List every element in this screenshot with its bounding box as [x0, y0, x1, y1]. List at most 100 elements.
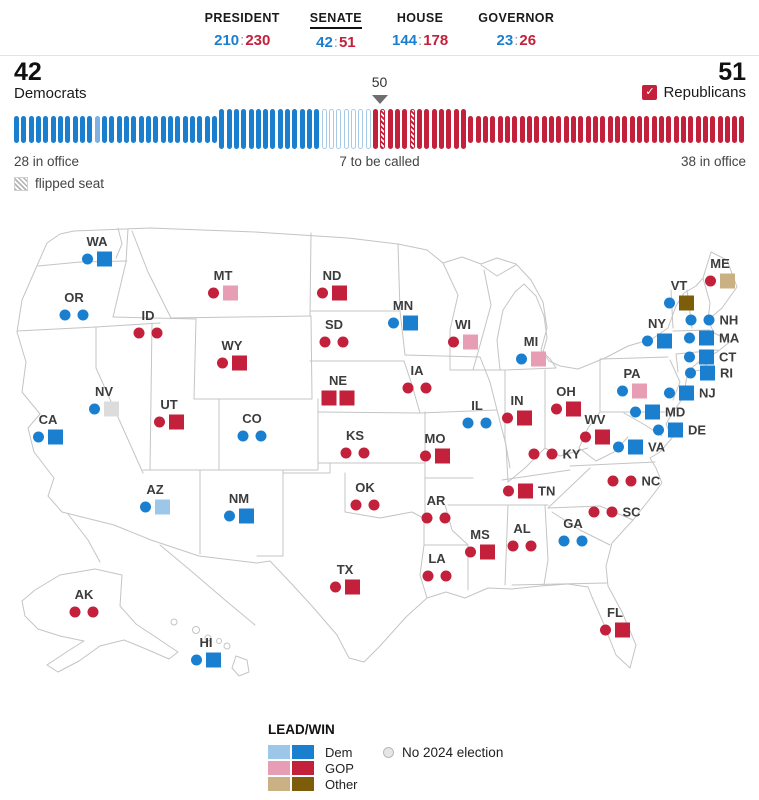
state-label-wi: WI — [455, 317, 471, 332]
state-id-markers[interactable] — [133, 327, 163, 339]
dem-win-square-marker — [668, 422, 683, 438]
gop-score: 230 — [245, 32, 271, 49]
state-il-markers[interactable] — [462, 417, 492, 429]
state-label-de: DE — [688, 422, 707, 438]
state-ok-markers[interactable] — [350, 499, 380, 511]
dem-score: 42 — [316, 34, 333, 51]
seat-pill-dem-won — [299, 109, 305, 149]
seat-pill-gop-in-office — [563, 115, 569, 143]
state-ga-markers[interactable] — [558, 535, 588, 547]
legend-row-label: GOP — [325, 760, 354, 776]
gop-win-square-marker — [566, 401, 581, 417]
dem-win-square-marker — [97, 251, 112, 267]
seat-pill-gop-won — [402, 109, 408, 149]
state-nd-markers[interactable] — [317, 285, 347, 301]
state-ct-markers[interactable] — [684, 349, 714, 365]
seat-pill-gop-in-office — [636, 115, 642, 143]
state-ms-markers[interactable] — [465, 544, 495, 560]
state-ne-markers[interactable] — [321, 390, 355, 406]
gop-in-office-caption: 38 in office — [680, 154, 746, 169]
seat-pill-dem-in-office — [204, 115, 210, 143]
state-ut-markers[interactable] — [154, 414, 184, 430]
state-wi-markers[interactable] — [448, 334, 478, 350]
gop-win-circle-marker — [551, 403, 562, 415]
state-mo-markers[interactable] — [420, 448, 450, 464]
state-label-me: ME — [710, 256, 730, 271]
state-tn-markers[interactable] — [503, 483, 533, 499]
state-mn-markers[interactable] — [388, 315, 418, 331]
state-hi-markers[interactable] — [191, 652, 221, 668]
state-nc-markers[interactable] — [607, 475, 637, 487]
state-label-ms: MS — [470, 527, 490, 542]
legend-row-other: Other — [268, 776, 358, 792]
seat-pill-gop-in-office — [534, 115, 540, 143]
state-vt-markers[interactable] — [664, 295, 694, 311]
nav-tab-president[interactable]: PRESIDENT 210:230 — [205, 9, 280, 49]
state-az-markers[interactable] — [140, 499, 170, 515]
nav-tab-house[interactable]: HOUSE 144:178 — [392, 9, 448, 49]
state-ak-markers[interactable] — [69, 606, 99, 618]
nav-tab-governor[interactable]: GOVERNOR 23:26 — [478, 9, 554, 49]
seat-pill-gop-in-office — [732, 115, 738, 143]
state-tx-markers[interactable] — [330, 579, 360, 595]
seat-pill-dem-in-office — [43, 115, 49, 143]
state-wv-markers[interactable] — [580, 429, 610, 445]
dem-win-circle-marker — [89, 403, 100, 415]
gop-lead-square-marker — [463, 334, 478, 350]
state-al-markers[interactable] — [507, 540, 537, 552]
state-mi-markers[interactable] — [516, 351, 546, 367]
seat-pill-dem-won — [226, 109, 232, 149]
state-ca-markers[interactable] — [33, 429, 63, 445]
dem-win-square-marker — [699, 330, 714, 346]
state-oh-markers[interactable] — [551, 401, 581, 417]
nav-tab-score: 144:178 — [392, 32, 448, 49]
senate-seat-bar[interactable] — [14, 108, 746, 150]
state-wy-markers[interactable] — [217, 355, 247, 371]
state-wa-markers[interactable] — [82, 251, 112, 267]
state-or-markers[interactable] — [59, 309, 89, 321]
gop-win-square-marker — [480, 544, 495, 560]
state-sd-markers[interactable] — [319, 336, 349, 348]
state-va-markers[interactable] — [613, 439, 643, 455]
state-fl-markers[interactable] — [600, 622, 630, 638]
nav-tab-senate[interactable]: SENATE 42:51 — [309, 9, 362, 51]
state-ma-markers[interactable] — [684, 330, 714, 346]
gop-lead-square-marker — [223, 285, 238, 301]
state-ny-markers[interactable] — [642, 333, 672, 349]
state-ia-markers[interactable] — [402, 382, 432, 394]
seat-pill-gop-in-office — [541, 115, 547, 143]
state-pa-markers[interactable] — [617, 383, 647, 399]
seat-pill-gop-in-office — [702, 115, 708, 143]
dem-win-circle-marker — [480, 417, 492, 429]
state-label-co: CO — [242, 411, 262, 426]
state-label-nh: NH — [719, 312, 739, 328]
state-nv-markers[interactable] — [89, 401, 119, 417]
state-la-markers[interactable] — [422, 570, 452, 582]
gop-win-circle-marker — [87, 606, 99, 618]
state-ar-markers[interactable] — [421, 512, 451, 524]
state-mt-markers[interactable] — [208, 285, 238, 301]
dem-win-circle-marker — [388, 317, 399, 329]
seat-pill-dem-won — [292, 109, 298, 149]
state-md-markers[interactable] — [630, 404, 660, 420]
state-nm-markers[interactable] — [224, 508, 254, 524]
state-ks-markers[interactable] — [340, 447, 370, 459]
state-ri-markers[interactable] — [685, 365, 715, 381]
dem-win-circle-marker — [684, 351, 695, 363]
seat-pill-gop-in-office — [658, 115, 664, 143]
state-ky-markers[interactable] — [528, 448, 558, 460]
state-co-markers[interactable] — [237, 430, 267, 442]
dem-score: 144 — [391, 32, 418, 49]
state-me-markers[interactable] — [705, 273, 735, 289]
seat-pill-gop-won — [417, 109, 423, 149]
state-in-markers[interactable] — [502, 410, 532, 426]
state-nj-markers[interactable] — [664, 385, 694, 401]
dem-win-circle-marker — [664, 297, 675, 309]
state-nh-markers[interactable] — [685, 314, 715, 326]
dem-win-circle-marker — [140, 501, 151, 513]
legend-row-label: Dem — [325, 744, 353, 760]
state-label-in: IN — [510, 393, 524, 408]
state-sc-markers[interactable] — [588, 506, 618, 518]
state-de-markers[interactable] — [653, 422, 683, 438]
nav-tab-label: SENATE — [309, 11, 362, 29]
